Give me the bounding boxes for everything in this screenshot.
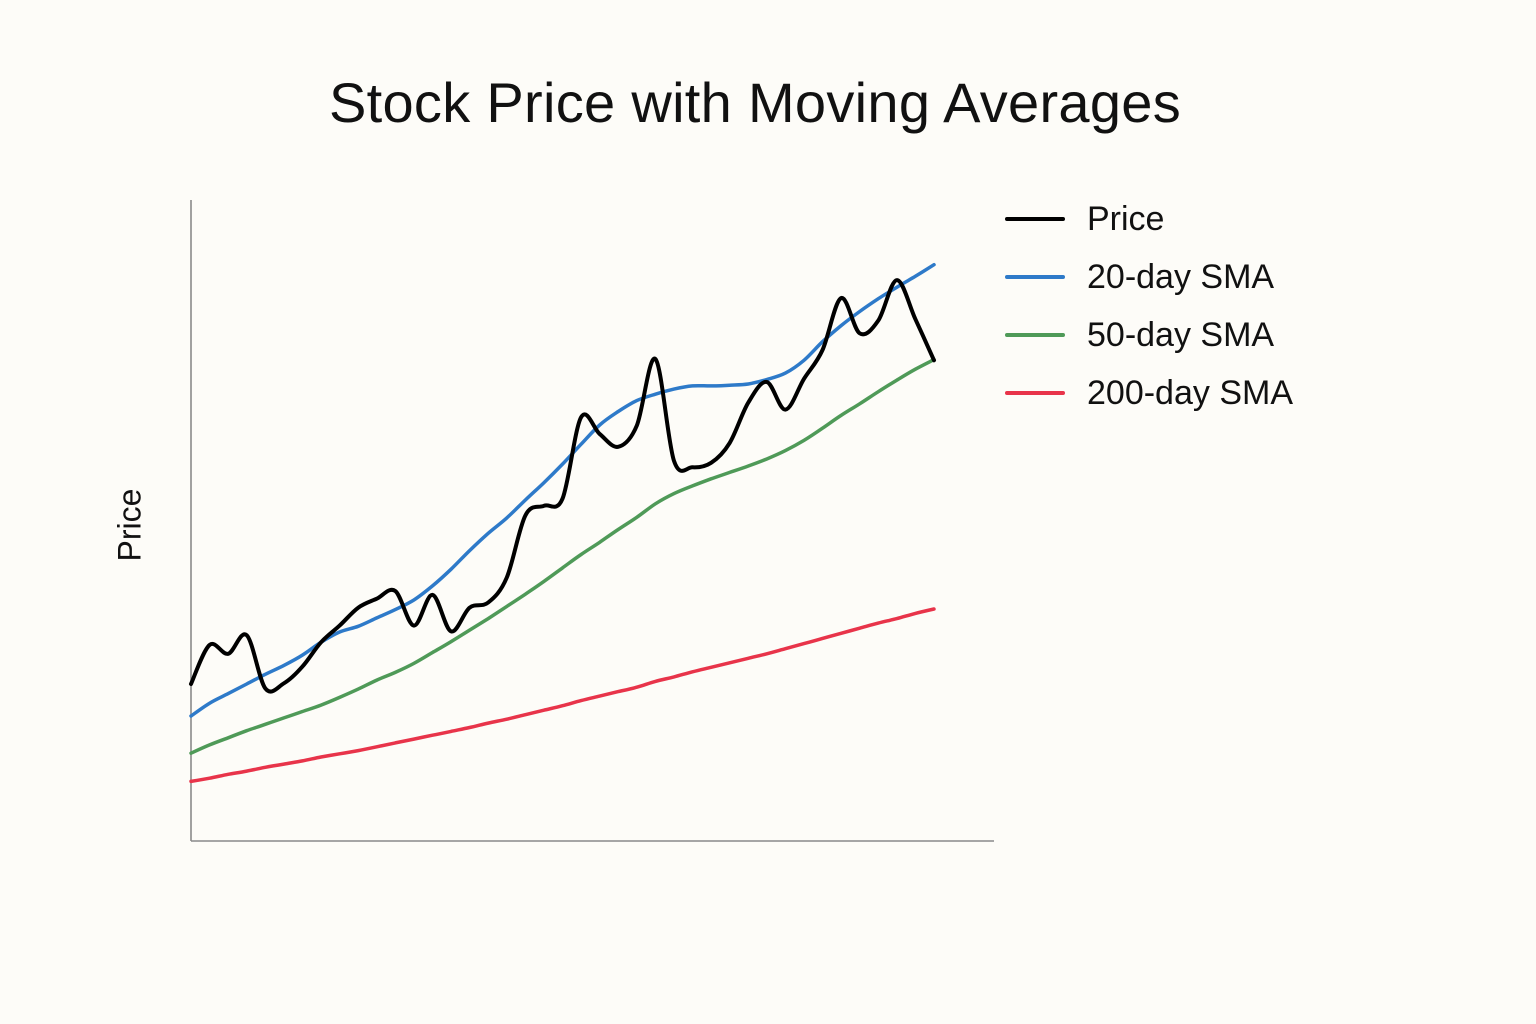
legend-swatch-200-day-sma <box>1005 391 1065 395</box>
legend-label-20-day-sma: 20-day SMA <box>1087 257 1275 296</box>
legend-swatch-20-day-sma <box>1005 275 1065 279</box>
series-line-50-day-sma <box>189 357 936 755</box>
legend-item-price: Price <box>1005 190 1385 248</box>
chart-title: Stock Price with Moving Averages <box>328 71 1182 134</box>
series-line-20-day-sma <box>189 262 936 718</box>
chart-legend: Price 20-day SMA 50-day SMA 200-day SMA <box>1005 190 1385 422</box>
legend-label-200-day-sma: 200-day SMA <box>1087 373 1293 412</box>
series-layer <box>189 262 936 784</box>
legend-swatch-price <box>1005 217 1065 221</box>
series-line-200-day-sma <box>189 607 936 784</box>
series-line-price <box>189 278 936 694</box>
legend-label-price: Price <box>1087 199 1165 238</box>
legend-swatch-50-day-sma <box>1005 333 1065 337</box>
legend-label-50-day-sma: 50-day SMA <box>1087 315 1275 354</box>
legend-item-200-day-sma: 200-day SMA <box>1005 364 1385 422</box>
legend-item-20-day-sma: 20-day SMA <box>1005 248 1385 306</box>
legend-item-50-day-sma: 50-day SMA <box>1005 306 1385 364</box>
